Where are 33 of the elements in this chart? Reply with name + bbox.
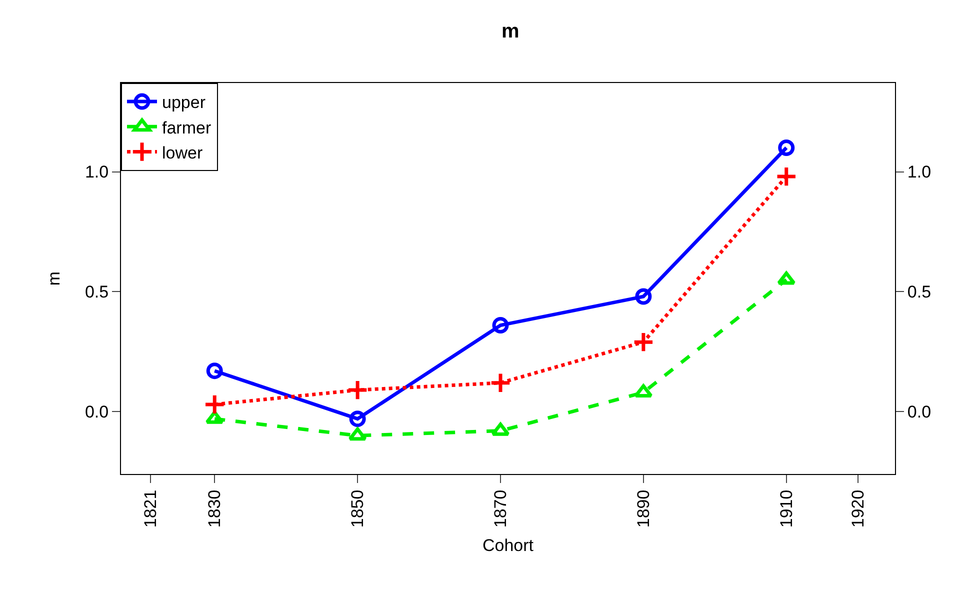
x-tick-label: 1870 xyxy=(491,490,510,528)
point xyxy=(776,166,798,188)
point xyxy=(205,410,224,424)
x-tick-label: 1850 xyxy=(348,490,368,528)
y-axis-title: m xyxy=(44,271,64,286)
y2-tick-label: 1.0 xyxy=(907,162,932,182)
point xyxy=(490,372,512,394)
point xyxy=(206,362,223,380)
point xyxy=(632,331,654,353)
point xyxy=(634,384,653,398)
point xyxy=(492,317,509,334)
legend-label: farmer xyxy=(162,118,212,138)
x-tick-label: 1830 xyxy=(205,490,224,528)
y2-tick-label: 0.0 xyxy=(907,402,932,422)
y-tick-label: 0.0 xyxy=(84,402,109,422)
y-tick-label: 1.0 xyxy=(84,162,109,182)
point xyxy=(204,394,226,416)
y2-tick-label: 0.5 xyxy=(907,282,932,302)
x-tick-label: 1910 xyxy=(776,490,796,528)
point xyxy=(778,140,795,156)
x-axis-title: Cohort xyxy=(482,536,534,556)
point xyxy=(346,379,368,401)
point xyxy=(349,410,366,428)
point xyxy=(491,422,510,436)
x-tick-label: 1920 xyxy=(848,490,868,528)
x-tick-label: 1821 xyxy=(140,490,160,528)
legend-label: lower xyxy=(162,143,203,162)
legend-label: upper xyxy=(162,93,206,112)
x-tick-label: 1890 xyxy=(634,490,653,528)
y-tick-label: 0.5 xyxy=(84,282,109,302)
chart-title: m xyxy=(501,20,520,43)
point xyxy=(348,427,367,441)
point xyxy=(635,288,652,305)
